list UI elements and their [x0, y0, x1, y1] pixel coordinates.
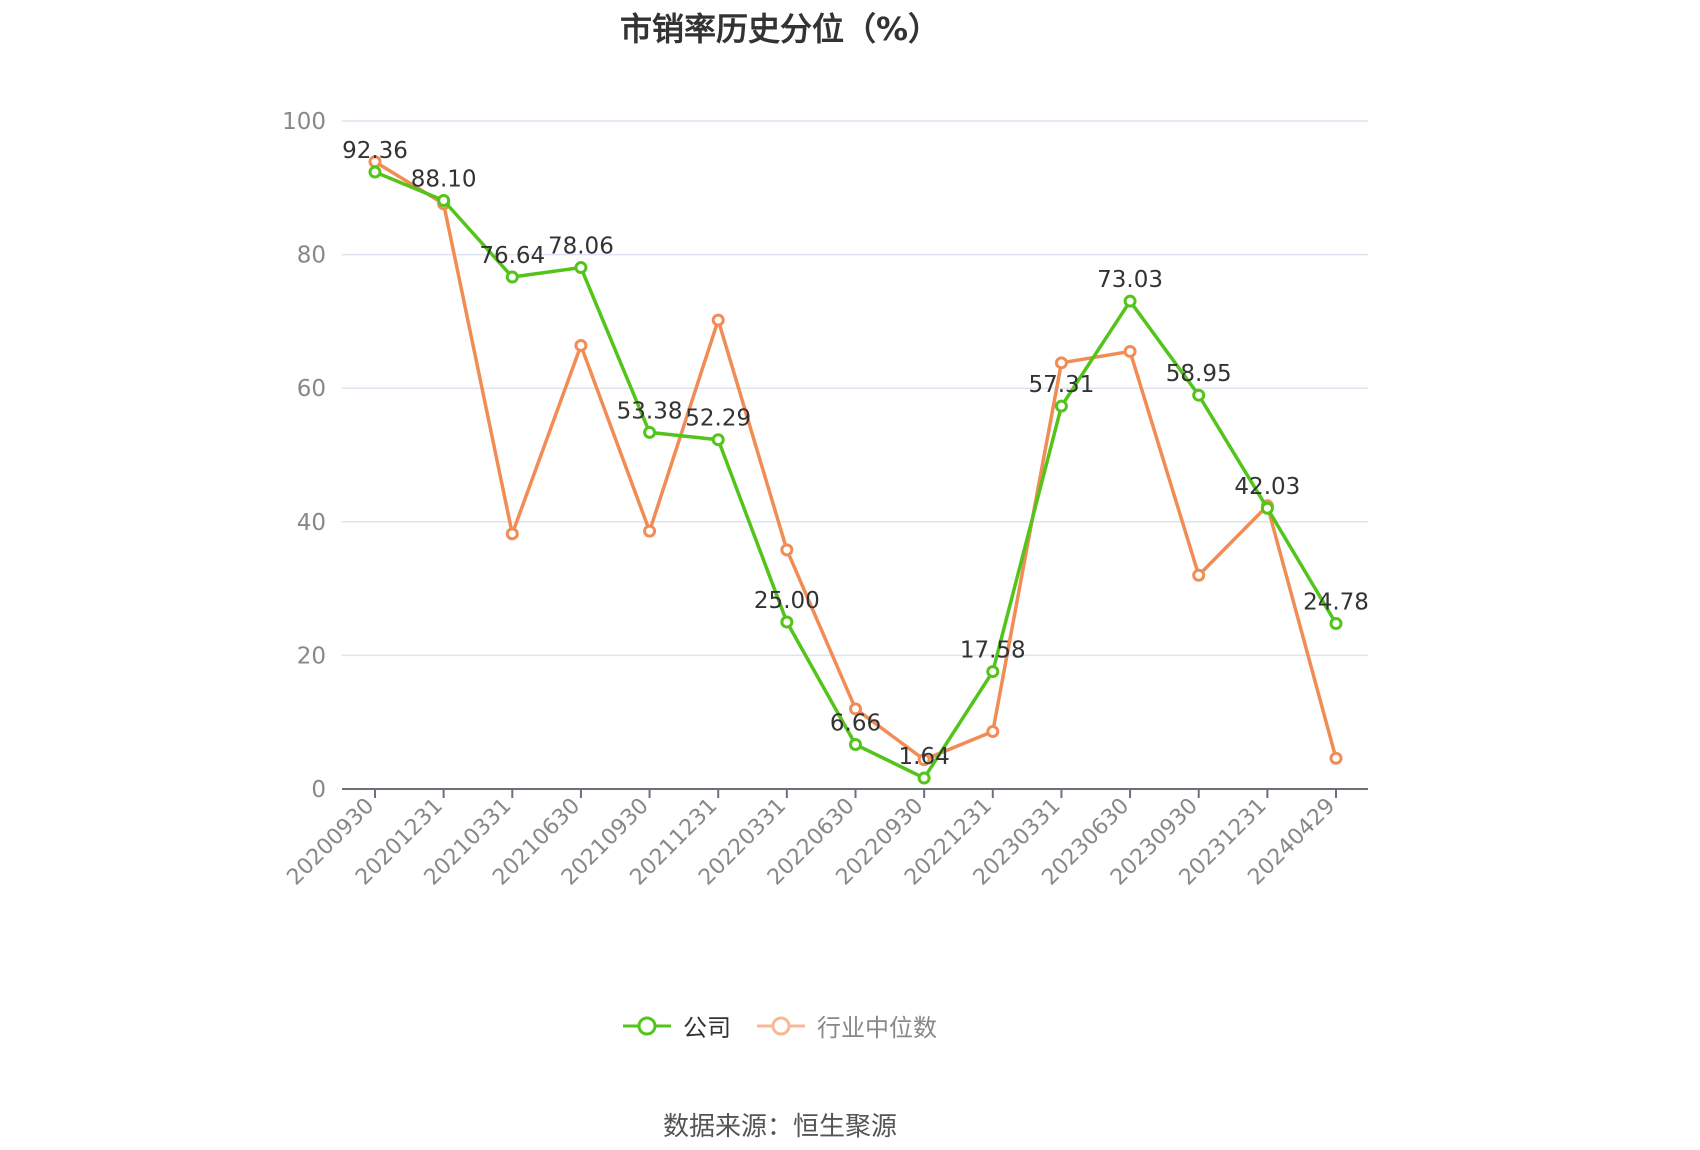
y-tick-label-60: 60 — [297, 376, 326, 402]
grid-lines — [342, 120, 1368, 657]
axes: 0204060801002020093020201231202103312021… — [282, 109, 1368, 890]
data-label-company-20220331: 25.00 — [754, 588, 820, 614]
point-company-20220630 — [849, 738, 862, 752]
point-industry-20210630 — [574, 338, 588, 352]
point-industry-20230630 — [1123, 344, 1137, 358]
y-tick-label-40: 40 — [297, 510, 326, 536]
point-industry-20220630 — [849, 702, 862, 716]
point-industry-20230331 — [1054, 356, 1068, 370]
data-label-company-20220630: 6.66 — [830, 711, 881, 737]
series-lines — [368, 155, 1343, 785]
legend: 公司 行业中位数 — [0, 1008, 1560, 1043]
point-company-20220331 — [780, 615, 794, 629]
point-company-20210930 — [643, 425, 657, 439]
data-label-company-20210630: 78.06 — [548, 234, 614, 260]
point-company-20220930 — [917, 771, 931, 785]
point-industry-20220331 — [780, 543, 794, 557]
y-tick-label-20: 20 — [297, 643, 326, 669]
data-label-company-20240429: 24.78 — [1303, 589, 1369, 615]
legend-company-marker-icon — [623, 1016, 671, 1035]
point-company-20230630 — [1123, 294, 1137, 308]
point-industry-20211231 — [711, 313, 725, 327]
y-tick-label-100: 100 — [282, 109, 326, 135]
legend-label-industry: 行业中位数 — [817, 1014, 937, 1042]
data-label-company-20231231: 42.03 — [1234, 474, 1300, 500]
data-label-company-20220930: 1.64 — [899, 744, 950, 770]
y-tick-label-80: 80 — [297, 243, 326, 269]
data-label-company-20221231: 17.58 — [960, 638, 1026, 664]
point-company-20230930 — [1192, 388, 1206, 402]
data-label-company-20211231: 52.29 — [685, 406, 751, 432]
point-industry-20221231 — [986, 725, 1000, 739]
data-label-company-20210930: 53.38 — [617, 398, 683, 424]
data-source: 数据来源：恒生聚源 — [662, 1112, 897, 1142]
legend-item-company[interactable]: 公司 — [623, 1008, 731, 1043]
y-tick-label-0: 0 — [311, 777, 326, 803]
point-company-20211231 — [711, 433, 725, 447]
point-company-20231231 — [1260, 501, 1274, 515]
point-company-20210630 — [574, 261, 588, 275]
legend-label-company: 公司 — [683, 1014, 731, 1042]
data-label-company-20230630: 73.03 — [1097, 267, 1163, 293]
legend-industry-marker-icon — [757, 1016, 805, 1035]
point-industry-20210331 — [505, 527, 519, 541]
point-company-20240429 — [1329, 616, 1343, 630]
point-industry-20220930 — [917, 753, 931, 767]
point-company-20201231 — [437, 193, 451, 207]
data-label-company-20200930: 92.36 — [342, 138, 408, 164]
data-label-company-20230930: 58.95 — [1166, 361, 1232, 387]
point-company-20221231 — [986, 665, 1000, 679]
chart-title: 市销率历史分位（%） — [619, 10, 941, 48]
point-company-20230331 — [1054, 399, 1068, 413]
point-industry-20210930 — [643, 524, 657, 538]
data-label-company-20230331: 57.31 — [1028, 372, 1094, 398]
point-company-20210331 — [505, 270, 519, 284]
point-industry-20230930 — [1192, 568, 1206, 582]
data-label-company-20201231: 88.10 — [411, 166, 477, 192]
point-company-20200930 — [368, 165, 382, 179]
point-industry-20240429 — [1329, 751, 1343, 765]
legend-item-industry[interactable]: 行业中位数 — [757, 1008, 937, 1043]
data-label-company-20210331: 76.64 — [479, 243, 545, 269]
